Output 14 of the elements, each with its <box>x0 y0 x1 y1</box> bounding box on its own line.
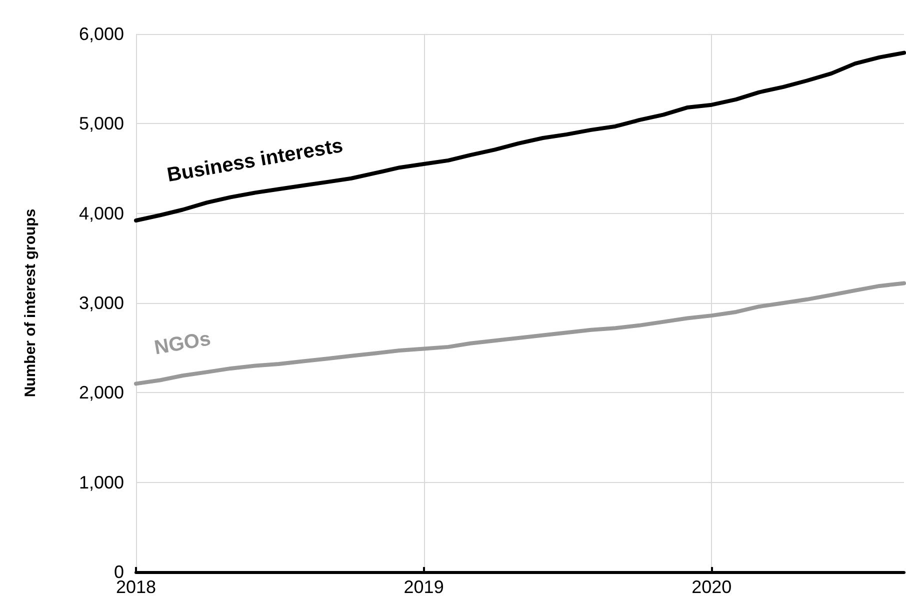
text: NGOs <box>152 328 212 360</box>
x-tick-label: 2019 <box>404 577 444 597</box>
x-tick-label: 2020 <box>692 577 732 597</box>
y-tick-label: 2,000 <box>78 382 124 403</box>
line-series <box>134 50 906 223</box>
y-tick-label: 5,000 <box>78 114 124 134</box>
y-tick-label: 4,000 <box>78 203 124 224</box>
x-tick-label: 2018 <box>116 577 156 597</box>
line-series <box>134 281 906 386</box>
y-tick-label: 3,000 <box>78 293 124 313</box>
y-axis-title: Number of interest groups <box>22 208 39 398</box>
y-tick-label: 6,000 <box>78 24 124 44</box>
text: Business interests <box>166 134 345 187</box>
y-tick-label: 1,000 <box>78 472 124 492</box>
